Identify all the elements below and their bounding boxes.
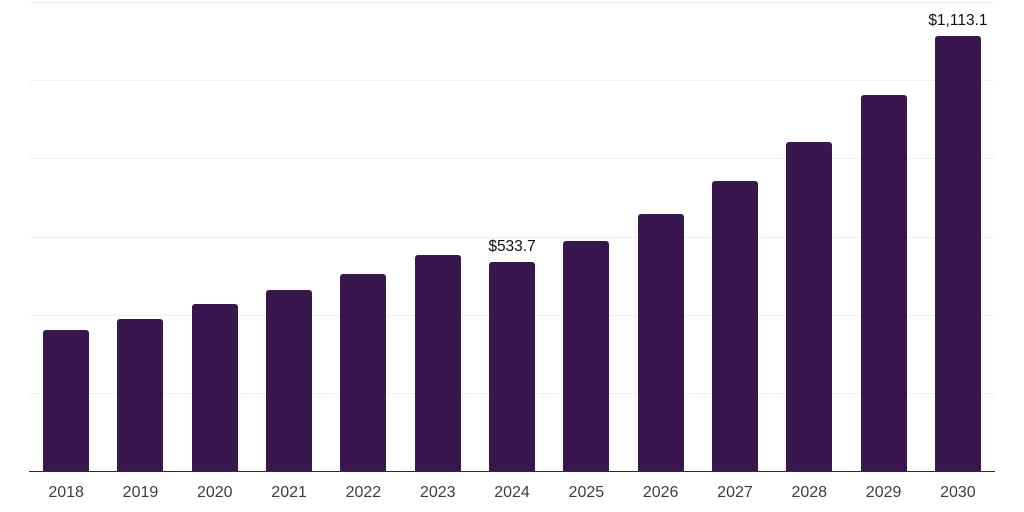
bar-slot-2027 (698, 2, 772, 471)
bar-slot-2020 (178, 2, 252, 471)
bar-2023 (414, 254, 461, 471)
x-tick-label-2020: 2020 (196, 484, 233, 501)
gridline-800 (29, 158, 995, 160)
bar-2028 (786, 141, 833, 471)
bar-slot-2023 (401, 2, 475, 471)
bar-slot-2030: $1,113.1 (921, 2, 995, 471)
x-tick-label-2026: 2026 (642, 484, 679, 501)
bar-2019 (117, 318, 164, 471)
bar-slot-2018 (29, 2, 103, 471)
bar-2021 (266, 289, 313, 471)
bar-slot-2028 (772, 2, 846, 471)
bar-2020 (191, 304, 238, 471)
bar-2024 (489, 262, 536, 471)
x-tick-label-2019: 2019 (122, 484, 159, 501)
x-tick-label-2018: 2018 (48, 484, 84, 501)
x-tick-label-2027: 2027 (717, 484, 753, 501)
bar-2029 (860, 95, 907, 471)
x-tick-label-2022: 2022 (345, 484, 382, 501)
plot-area: $533.7 $1,113.1 (29, 2, 995, 472)
bar-slot-2022 (326, 2, 400, 471)
x-tick-label-2030: 2030 (940, 484, 976, 501)
bars-container: $533.7 $1,113.1 (29, 2, 995, 471)
x-tick-label-2025: 2025 (568, 484, 605, 501)
bar-slot-2021 (252, 2, 326, 471)
bar-2026 (637, 213, 684, 471)
bar-slot-2019 (103, 2, 177, 471)
x-tick-label-2023: 2023 (419, 484, 456, 501)
x-tick-label-2021: 2021 (271, 484, 307, 501)
gridline-1000 (29, 80, 995, 82)
bar-slot-2024: $533.7 (475, 2, 549, 471)
x-tick-label-2029: 2029 (865, 484, 902, 501)
bar-2018 (43, 330, 90, 471)
bar-value-label-2030: $1,113.1 (928, 11, 988, 29)
x-tick-label-2024: 2024 (494, 484, 530, 501)
x-axis-labels: 2018 2019 2020 2021 2022 2023 2024 2025 2026 2027… (29, 483, 995, 503)
bar-2025 (563, 240, 610, 471)
bar-value-label-2024: $533.7 (488, 238, 536, 256)
bar-2022 (340, 274, 387, 471)
gridline-600 (29, 236, 995, 238)
bar-slot-2025 (549, 2, 623, 471)
gridline-1200 (29, 2, 995, 3)
bar-slot-2029 (846, 2, 920, 471)
x-tick-label-2028: 2028 (791, 484, 828, 501)
bar-slot-2026 (624, 2, 698, 471)
bar-2030 (934, 35, 981, 471)
bar-2027 (711, 180, 758, 471)
